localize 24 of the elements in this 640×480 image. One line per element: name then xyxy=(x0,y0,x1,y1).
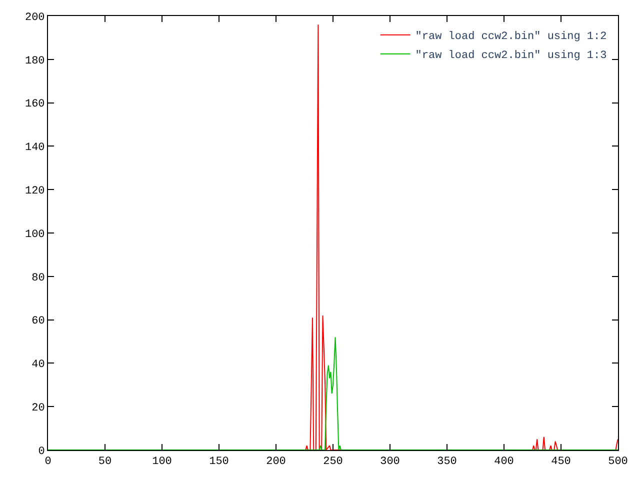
y-tick-label: 160 xyxy=(24,98,45,111)
x-tick-label: 500 xyxy=(608,456,628,468)
y-tick-label: 100 xyxy=(24,228,45,241)
legend-label: "raw load ccw2.bin" using 1:3 xyxy=(415,50,607,62)
x-tick-label: 200 xyxy=(266,456,286,468)
y-tick-label: 20 xyxy=(32,402,45,414)
x-tick-label: 100 xyxy=(152,456,172,468)
x-tick-label: 400 xyxy=(494,456,514,468)
y-tick-label: 180 xyxy=(24,55,45,68)
y-tick-label: 0 xyxy=(38,446,45,458)
y-tick-label: 40 xyxy=(32,359,45,372)
line-series xyxy=(48,336,618,450)
legend-label: "raw load ccw2.bin" using 1:2 xyxy=(415,31,607,44)
y-tick-label: 200 xyxy=(24,12,45,24)
x-tick-label: 250 xyxy=(323,456,343,468)
y-tick-label: 80 xyxy=(32,272,45,284)
y-tick-label: 60 xyxy=(32,316,45,328)
x-tick-label: 300 xyxy=(380,456,400,468)
x-tick-label: 50 xyxy=(98,456,112,468)
y-tick-label: 120 xyxy=(24,185,45,198)
y-tick-label: 140 xyxy=(24,142,45,154)
x-tick-label: 150 xyxy=(209,456,229,468)
x-tick-label: 350 xyxy=(437,456,457,468)
x-tick-label: 450 xyxy=(551,456,571,468)
